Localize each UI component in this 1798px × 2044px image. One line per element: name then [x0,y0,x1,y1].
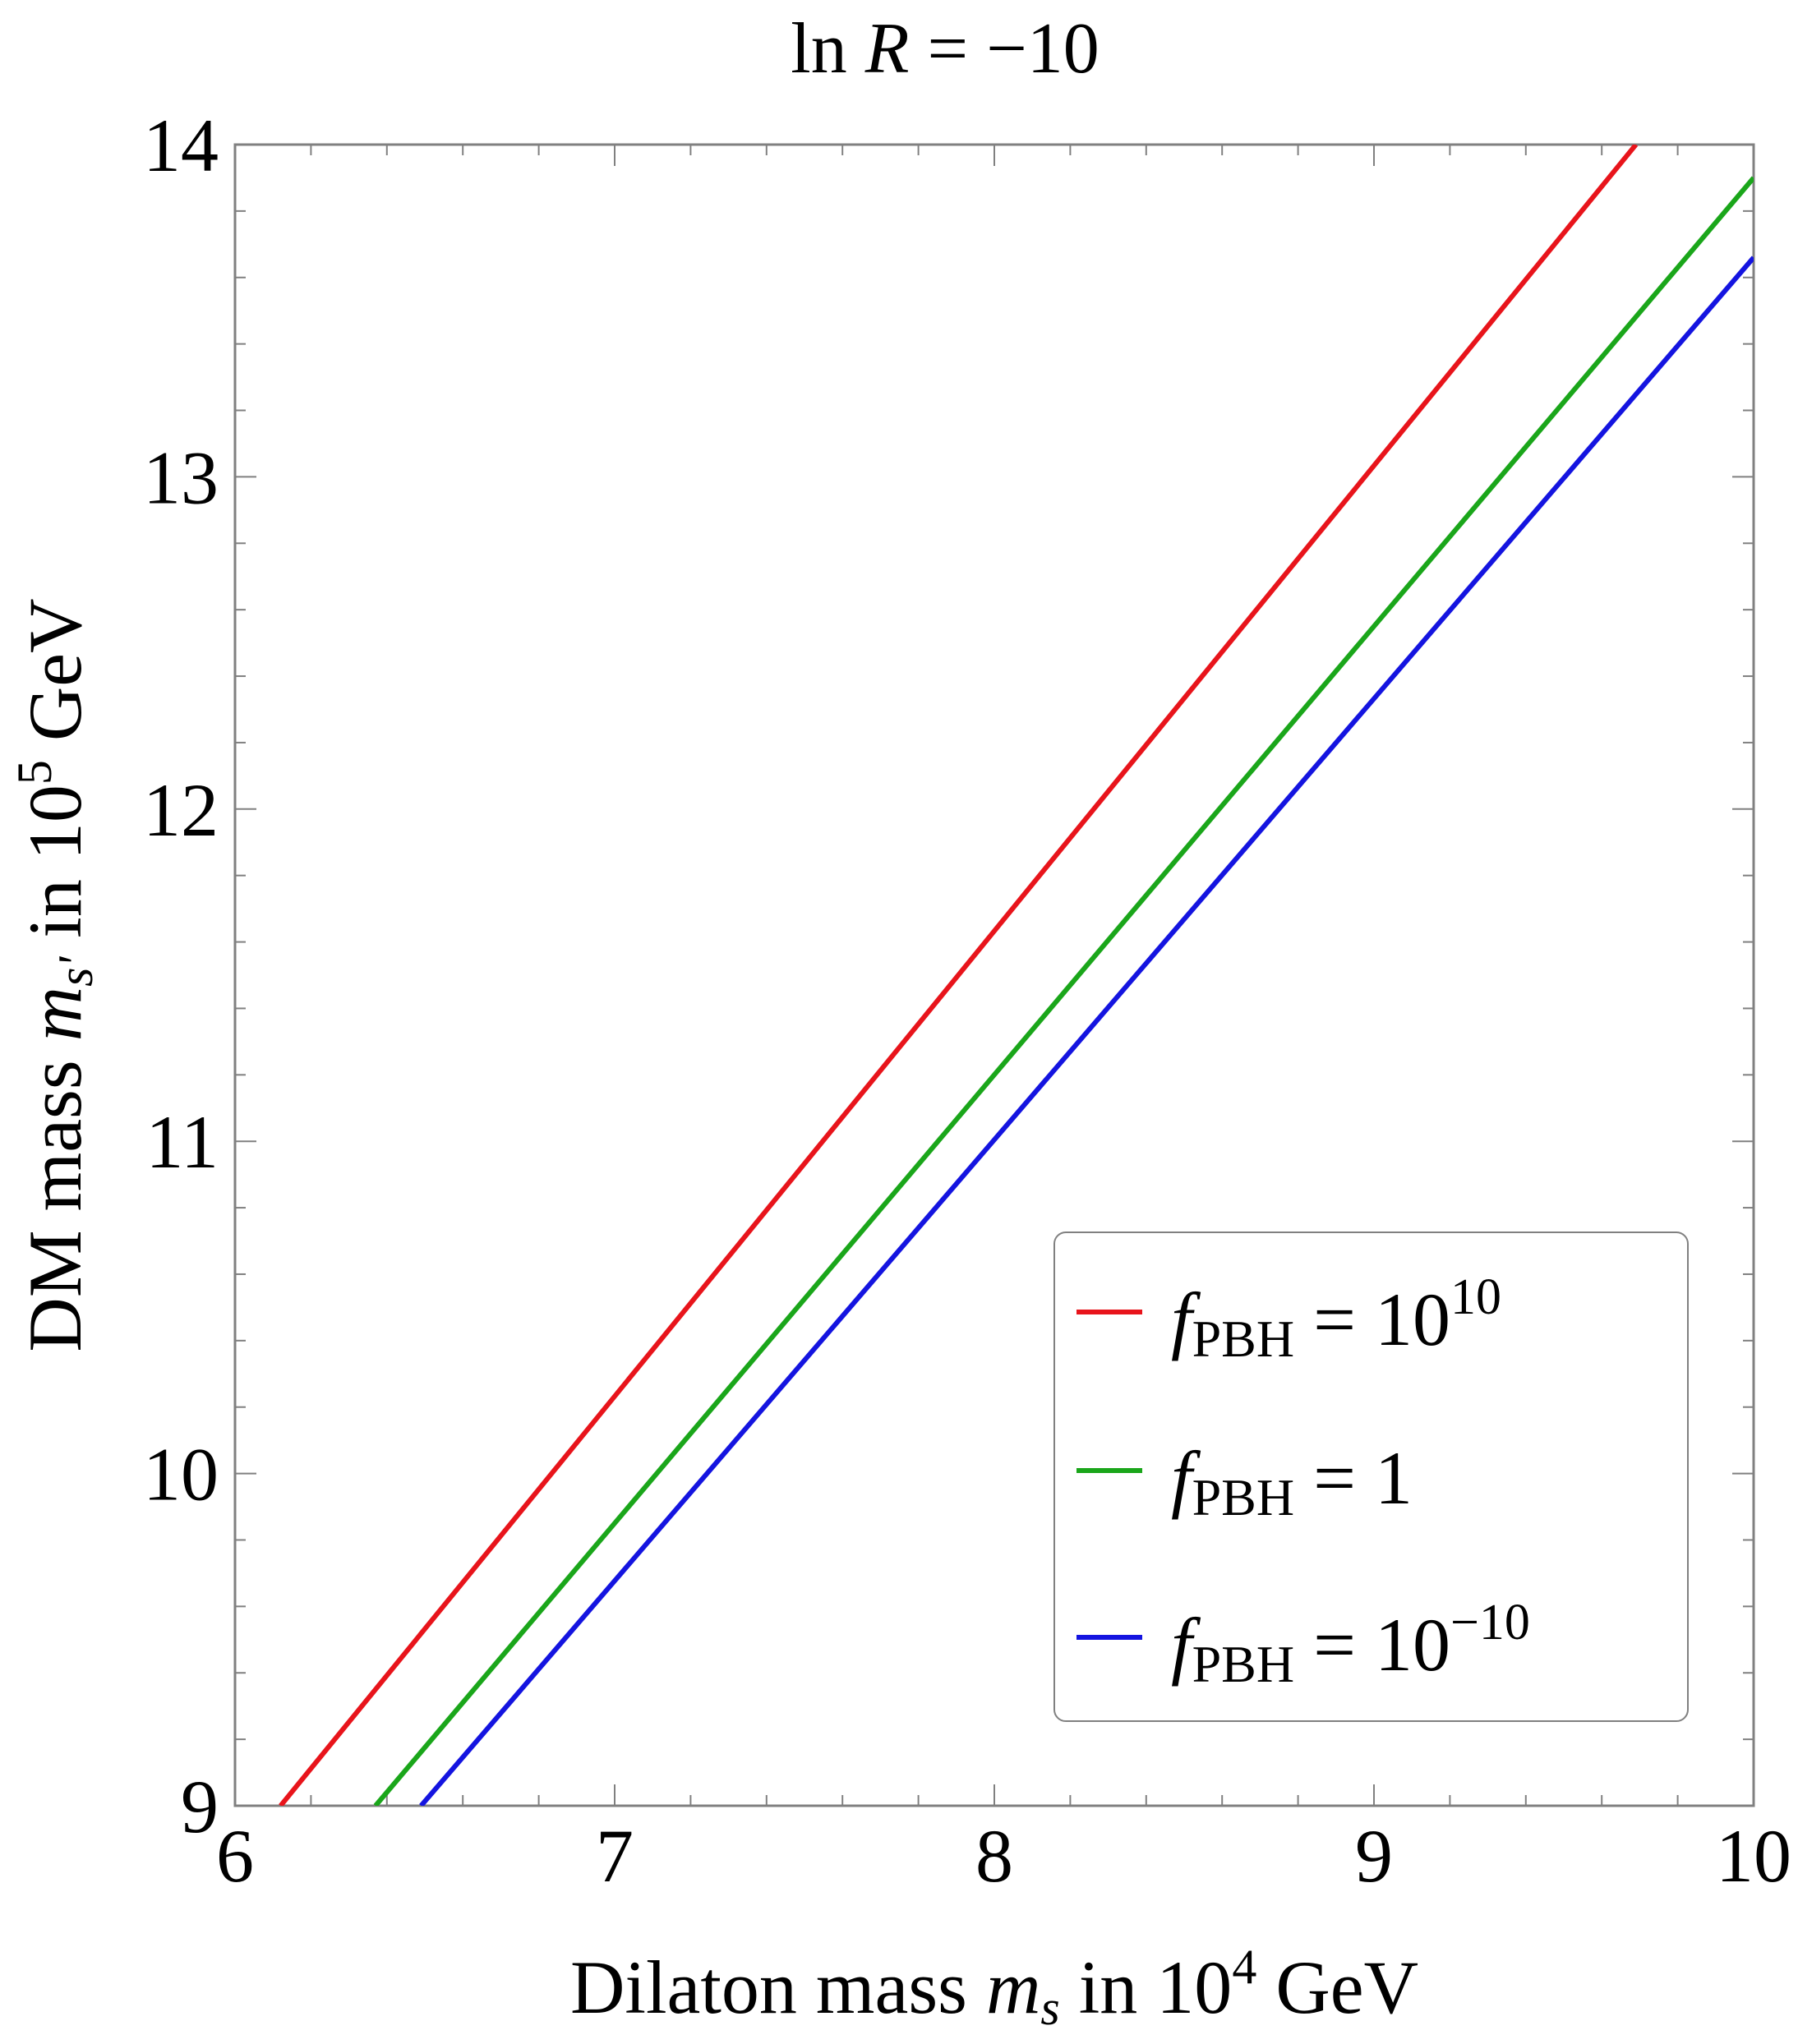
series-line-2 [419,256,1754,1806]
legend-item-fpbh-1e-10: fPBH = 10−10 [1076,1595,1530,1693]
y-tick-label: 9 [181,1765,219,1848]
x-tick-label: 10 [1716,1814,1791,1898]
y-tick-label: 13 [143,435,219,519]
minor-ticks [235,145,1754,1806]
series-line-1 [373,176,1754,1806]
legend-label: fPBH = 10−10 [1171,1595,1530,1693]
legend-label: fPBH = 1 [1171,1436,1413,1526]
y-tick-label: 14 [143,104,219,187]
series-lines [279,145,1754,1806]
x-tick-label: 6 [216,1814,254,1898]
y-axis-label: DM mass ms' in 105 GeV [7,598,103,1351]
y-tick-labels: 9 10 11 12 13 14 [143,104,219,1848]
legend-item-fpbh-1: fPBH = 1 [1076,1436,1413,1526]
series-line-0 [279,145,1639,1806]
x-tick-label: 9 [1355,1814,1393,1898]
legend-box [1053,1231,1689,1722]
y-tick-label: 10 [143,1433,219,1517]
x-axis-label: Dilaton mass ms in 104 GeV [570,1940,1418,2035]
y-tick-label: 12 [143,768,219,852]
x-tick-label: 7 [596,1814,634,1898]
x-tick-label: 8 [975,1814,1013,1898]
chart-title: ln R = −10 [791,9,1099,89]
y-tick-label: 11 [145,1100,219,1184]
legend: fPBH = 1010 fPBH = 1 fPBH = 10−10 [1053,1231,1689,1722]
x-tick-labels: 6 7 8 9 10 [216,1814,1791,1898]
major-ticks [234,144,1754,1807]
